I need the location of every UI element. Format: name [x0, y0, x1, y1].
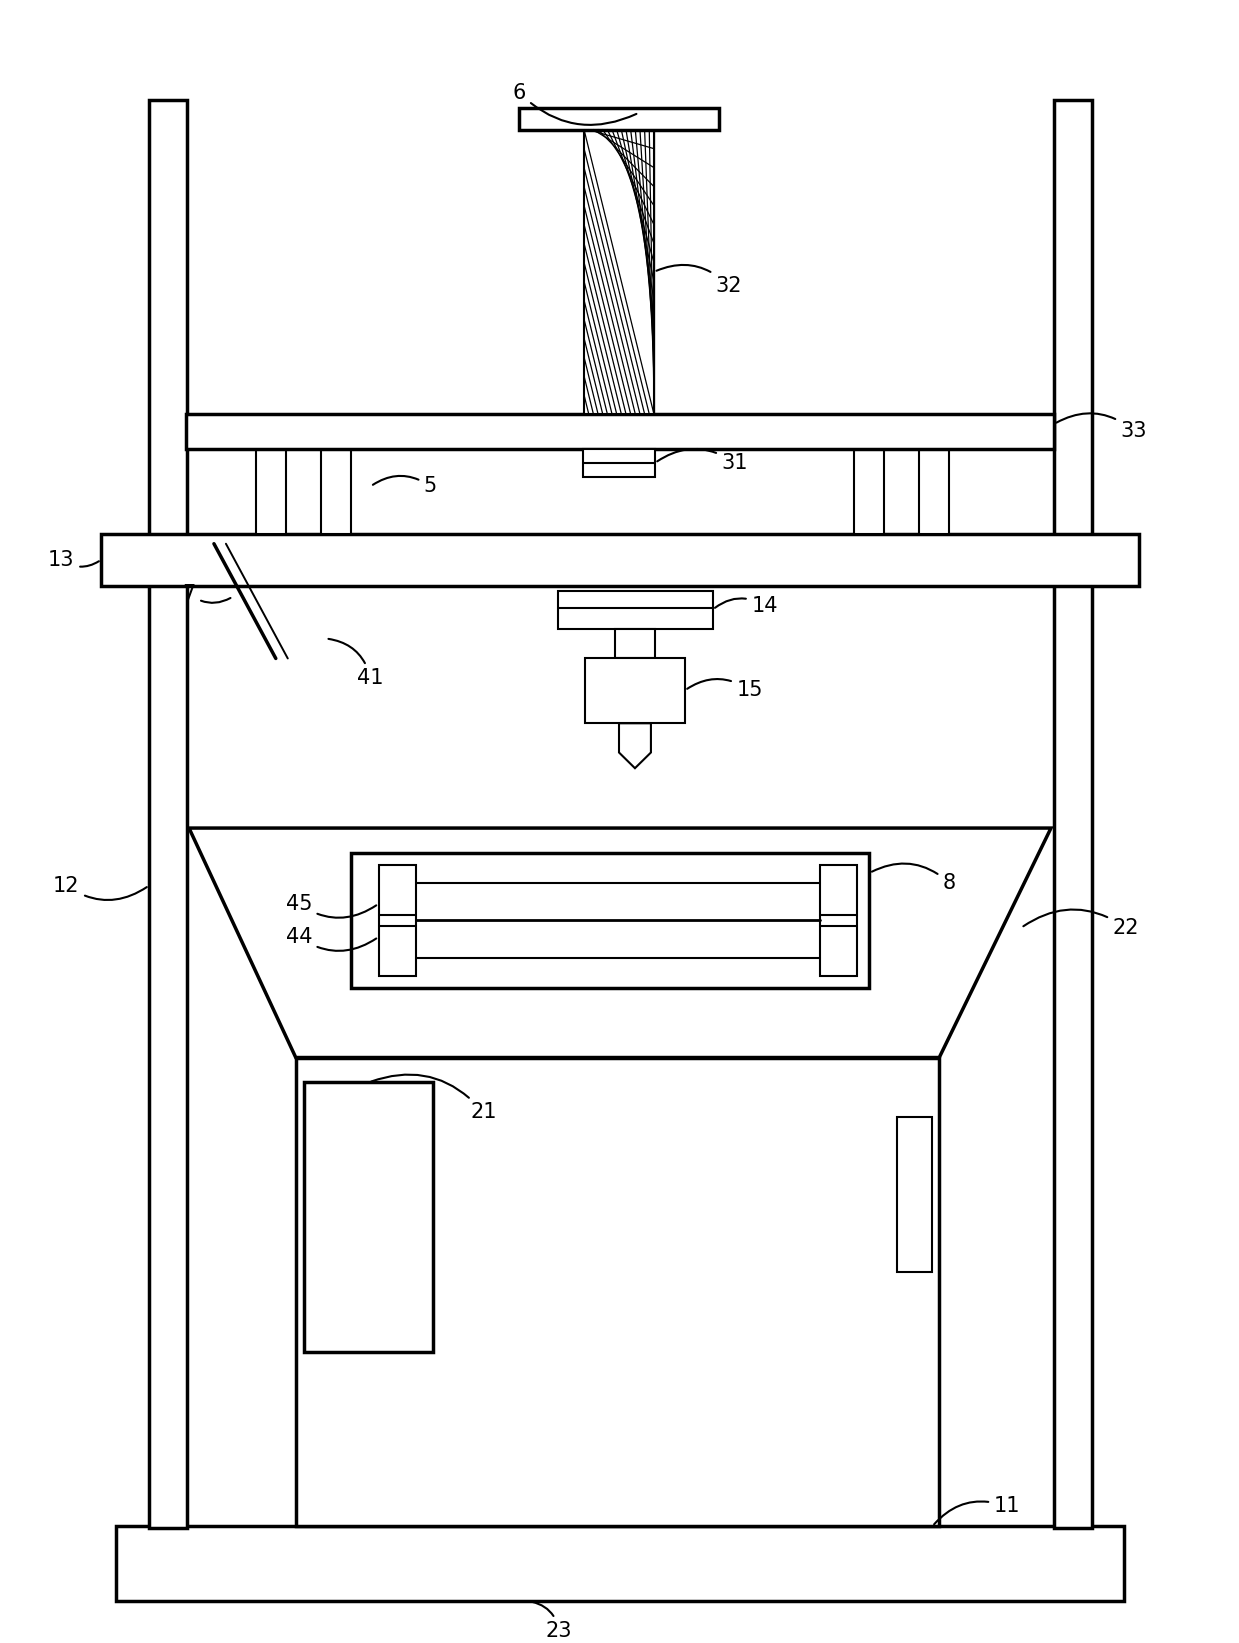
- Text: 15: 15: [688, 679, 763, 700]
- Bar: [897, 1117, 932, 1272]
- Bar: [304, 1083, 434, 1352]
- Text: 32: 32: [657, 265, 742, 296]
- Text: 14: 14: [715, 595, 778, 616]
- Bar: [296, 1058, 939, 1526]
- Text: 22: 22: [1023, 910, 1139, 938]
- Text: 44: 44: [285, 927, 377, 951]
- Bar: [585, 659, 685, 723]
- Bar: [519, 108, 719, 130]
- Text: 6: 6: [513, 82, 637, 125]
- Bar: [819, 866, 857, 976]
- Text: 23: 23: [532, 1602, 572, 1641]
- Bar: [351, 853, 870, 987]
- Text: 45: 45: [285, 894, 377, 918]
- Bar: [379, 866, 416, 976]
- Bar: [116, 1526, 1124, 1602]
- Text: 41: 41: [328, 639, 384, 688]
- Text: 11: 11: [934, 1497, 1021, 1525]
- Text: 33: 33: [1057, 414, 1147, 440]
- Bar: [584, 449, 655, 476]
- Polygon shape: [620, 723, 650, 769]
- Text: 13: 13: [48, 550, 99, 570]
- Bar: [321, 439, 351, 534]
- Text: 5: 5: [373, 476, 437, 496]
- Bar: [584, 130, 654, 414]
- Text: 8: 8: [872, 864, 955, 892]
- Bar: [615, 629, 655, 659]
- Bar: [102, 534, 1139, 585]
- Bar: [855, 439, 885, 534]
- Polygon shape: [190, 828, 1051, 1058]
- Text: 7: 7: [182, 583, 230, 603]
- Bar: [1054, 100, 1092, 1528]
- Bar: [255, 439, 286, 534]
- Text: 31: 31: [657, 449, 748, 473]
- Text: 12: 12: [53, 876, 146, 900]
- Bar: [186, 414, 1054, 449]
- Bar: [149, 100, 187, 1528]
- Text: 21: 21: [372, 1075, 497, 1122]
- Bar: [558, 590, 712, 629]
- Bar: [919, 439, 949, 534]
